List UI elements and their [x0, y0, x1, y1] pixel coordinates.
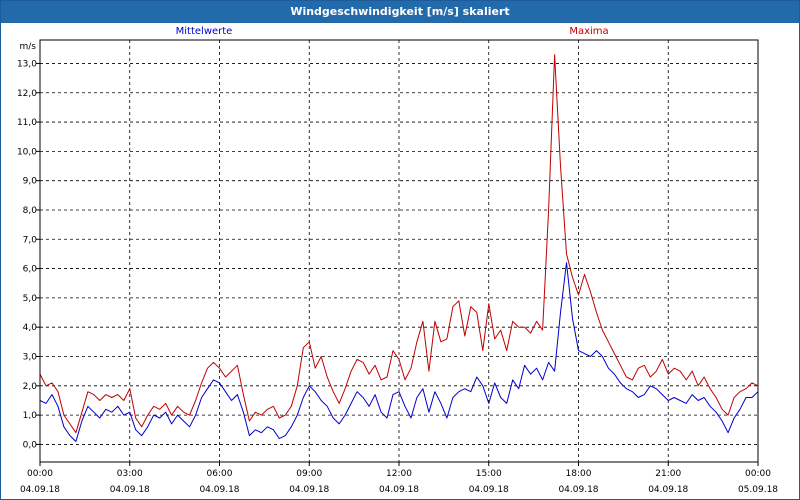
- plot-frame: [39, 39, 759, 463]
- x-tick-date-label: 04.09.18: [110, 485, 150, 495]
- y-tick-label: 3,0: [23, 353, 38, 363]
- series-line-mittelwerte: [39, 262, 759, 442]
- x-tick-date-label: 04.09.18: [648, 485, 688, 495]
- x-tick-date-label: 04.09.18: [469, 485, 509, 495]
- x-tick-date-label: 04.09.18: [289, 485, 329, 495]
- y-axis-ticks: 0,0 1,0 2,0 3,0 4,0 5,0 6,0 7,0 8,0 9,0 10,0 11,0 12…: [17, 59, 40, 450]
- y-tick-label: 5,0: [23, 294, 38, 304]
- series-line-maxima: [39, 54, 759, 434]
- y-tick-label: 10,0: [17, 147, 37, 157]
- y-tick-label: 12,0: [17, 89, 37, 99]
- y-tick-label: 1,0: [23, 411, 38, 421]
- x-axis-ticks: 00:00 04.09.18 03:00 04.09.18 06:00 04.09.18 0…: [20, 462, 778, 495]
- x-tick-date-label: 04.09.18: [199, 485, 239, 495]
- y-tick-label: 4,0: [23, 323, 38, 333]
- x-tick-date-label: 05.09.18: [738, 485, 778, 495]
- x-tick-date-label: 04.09.18: [20, 485, 60, 495]
- legend-maxima: Maxima: [569, 26, 608, 37]
- y-tick-label: 7,0: [23, 235, 38, 245]
- x-tick-date-label: 04.09.18: [558, 485, 598, 495]
- x-tick-time-label: 21:00: [655, 469, 681, 479]
- y-tick-label: 2,0: [23, 382, 38, 392]
- window-title: Windgeschwindigkeit [m/s] skaliert: [1, 1, 799, 23]
- y-tick-label: 8,0: [23, 206, 38, 216]
- y-tick-label: 11,0: [17, 118, 37, 128]
- x-tick-time-label: 06:00: [207, 469, 233, 479]
- y-tick-label: 9,0: [23, 177, 38, 187]
- x-tick-time-label: 15:00: [476, 469, 502, 479]
- y-tick-label: 6,0: [23, 265, 38, 275]
- x-tick-time-label: 00:00: [745, 469, 771, 479]
- legend-mittelwerte: Mittelwerte: [176, 26, 233, 37]
- x-tick-time-label: 18:00: [566, 469, 592, 479]
- series-lines: [39, 54, 759, 442]
- x-tick-time-label: 12:00: [386, 469, 412, 479]
- x-tick-time-label: 00:00: [27, 469, 53, 479]
- x-tick-time-label: 03:00: [117, 469, 143, 479]
- x-tick-date-label: 04.09.18: [379, 485, 419, 495]
- x-tick-time-label: 09:00: [296, 469, 322, 479]
- grid: [40, 40, 758, 462]
- y-axis-unit-label: m/s: [20, 42, 37, 52]
- y-tick-label: 0,0: [23, 440, 38, 450]
- y-tick-label: 13,0: [17, 59, 37, 69]
